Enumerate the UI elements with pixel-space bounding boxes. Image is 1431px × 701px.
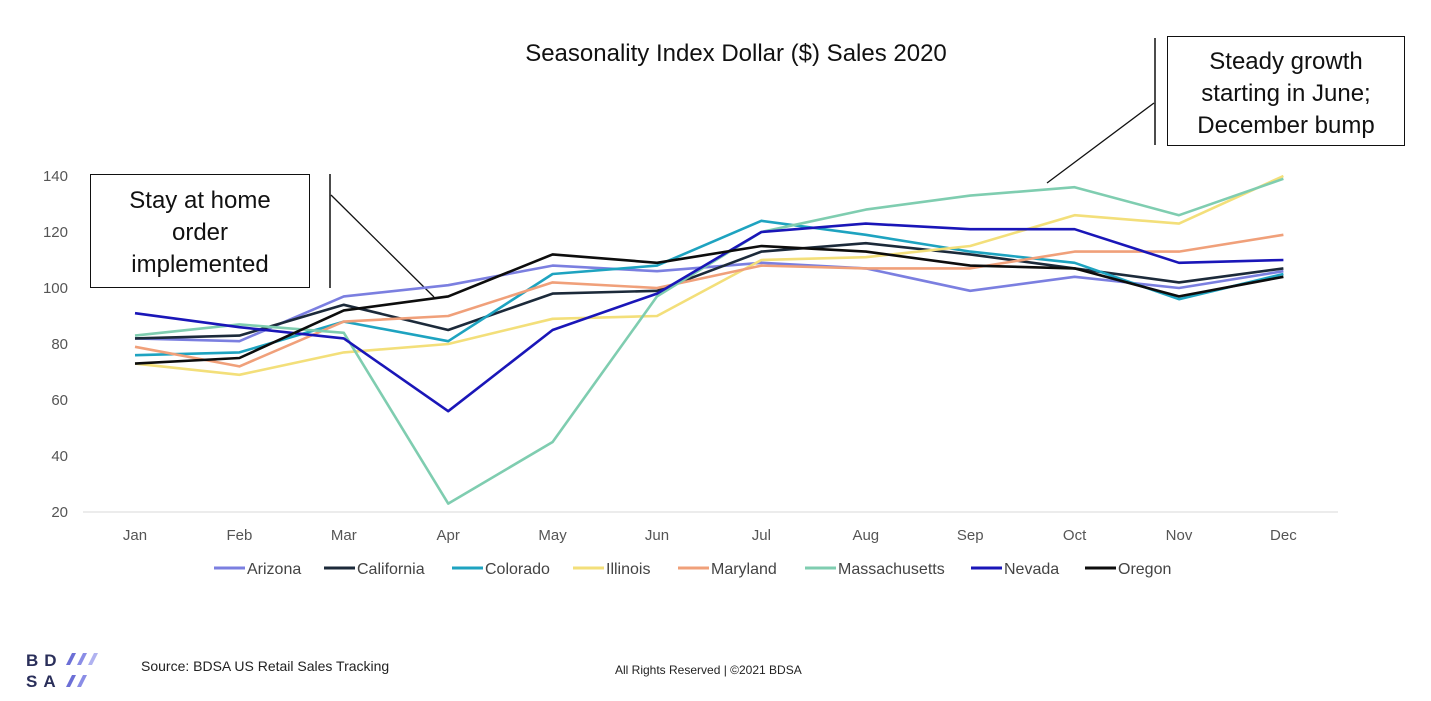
logo-text-top: BD — [26, 651, 63, 670]
x-tick-label: Jun — [645, 527, 669, 544]
stay-at-home-line-3: implemented — [131, 251, 269, 278]
y-tick-label: 80 — [51, 336, 68, 353]
callout-leaders — [329, 38, 1156, 298]
x-tick-label: May — [538, 527, 567, 544]
x-tick-label: Mar — [331, 527, 357, 544]
x-tick-label: Jan — [123, 527, 147, 544]
steady-growth-line-1: Steady growth — [1209, 48, 1363, 75]
y-tick-label: 120 — [43, 224, 68, 241]
steady-growth-line-3: December bump — [1197, 112, 1375, 139]
source-note: Source: BDSA US Retail Sales Tracking — [141, 658, 390, 674]
axis-group: 20 40 60 80 100 120 140 Jan Feb Mar Apr May Jun Jul Au… — [43, 168, 1338, 544]
series-line-arizona — [134, 261, 1284, 343]
logo-slashes-icon — [66, 653, 98, 687]
callout-leader-stay — [330, 194, 435, 298]
logo-text-bottom: SA — [26, 672, 62, 691]
x-tick-label: Oct — [1063, 527, 1087, 544]
x-tick-label: Jul — [752, 527, 771, 544]
series-line-illinois — [134, 174, 1284, 377]
stay-at-home-callout: Stay at home order implemented — [90, 174, 310, 288]
y-tick-label: 100 — [43, 280, 68, 297]
series-line-maryland — [134, 233, 1284, 368]
legend-label: California — [357, 561, 425, 578]
stay-at-home-line-2: order — [171, 219, 229, 246]
steady-growth-line-2: starting in June; — [1201, 80, 1371, 107]
x-tick-label: Dec — [1270, 527, 1297, 544]
legend-label: Illinois — [606, 561, 650, 578]
stay-at-home-line-1: Stay at home — [129, 187, 271, 214]
x-tick-label: Nov — [1166, 527, 1193, 544]
x-tick-label: Feb — [226, 527, 252, 544]
legend-label: Colorado — [485, 561, 550, 578]
series-line-colorado — [134, 219, 1284, 357]
y-tick-label: 40 — [51, 448, 68, 465]
series-group — [134, 174, 1284, 505]
y-tick-label: 60 — [51, 392, 68, 409]
callout-leader-growth — [1046, 102, 1155, 184]
series-line-oregon — [134, 244, 1284, 365]
x-tick-label: Apr — [437, 527, 460, 544]
legend-label: Arizona — [247, 561, 301, 578]
x-tick-label: Aug — [852, 527, 879, 544]
y-tick-label: 140 — [43, 168, 68, 185]
x-tick-label: Sep — [957, 527, 984, 544]
series-line-california — [134, 241, 1284, 340]
legend-label: Oregon — [1118, 561, 1171, 578]
bdsa-logo: BD SA — [26, 651, 98, 691]
series-line-nevada — [134, 222, 1284, 413]
chart-title: Seasonality Index Dollar ($) Sales 2020 — [525, 40, 947, 67]
legend-label: Maryland — [711, 561, 777, 578]
y-tick-label: 20 — [51, 504, 68, 521]
legend-group: Arizona California Colorado Illinois Marylan… — [214, 561, 1171, 578]
legend-label: Massachusetts — [838, 561, 945, 578]
steady-growth-callout: Steady growth starting in June; December… — [1167, 36, 1405, 146]
legend-label: Nevada — [1004, 561, 1059, 578]
copyright-note: All Rights Reserved | ©2021 BDSA — [615, 663, 802, 677]
